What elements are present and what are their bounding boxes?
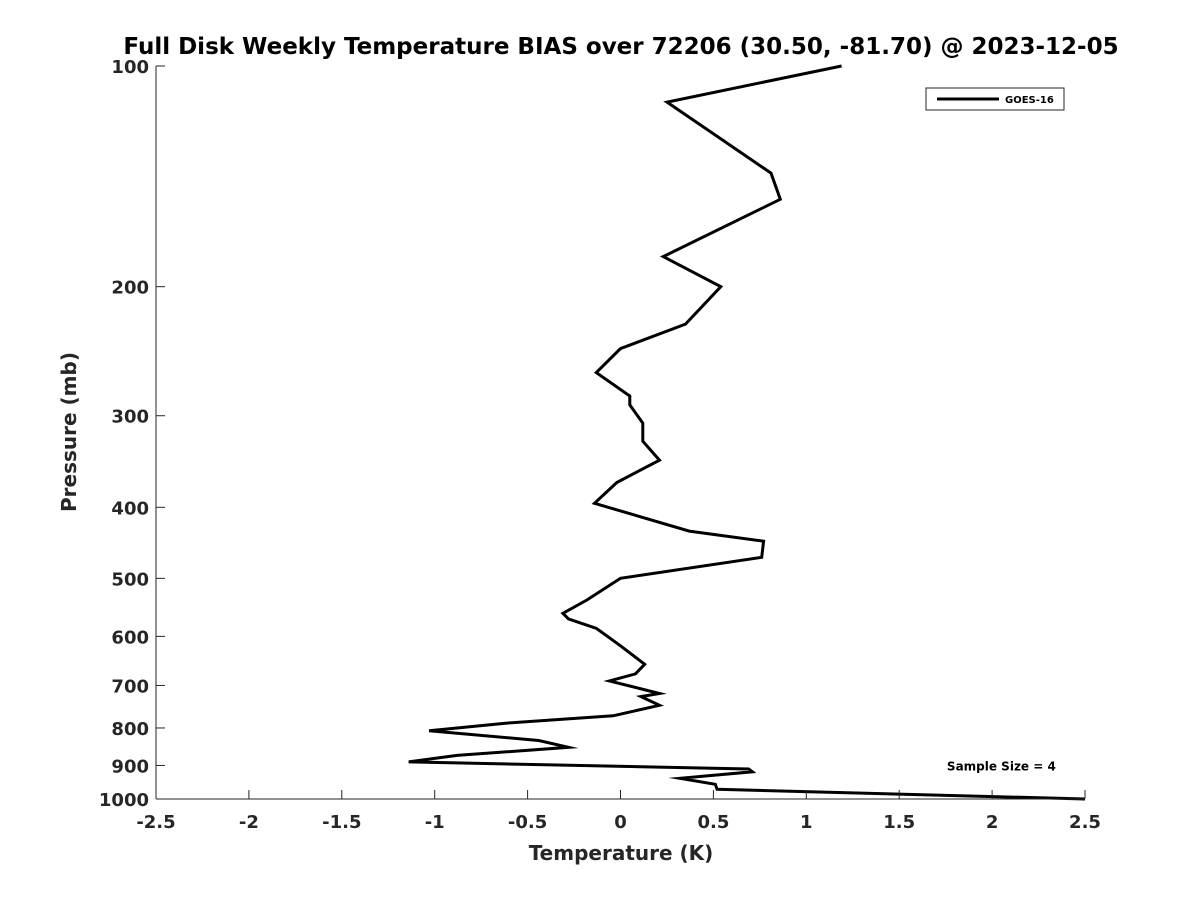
- sample-size-annotation: Sample Size = 4: [947, 759, 1056, 773]
- y-tick-label: 500: [111, 569, 149, 590]
- x-tick-label: 0: [614, 812, 627, 833]
- axes-background: [156, 66, 1085, 799]
- y-tick-label: 100: [111, 57, 149, 78]
- legend: GOES-16: [925, 87, 1065, 111]
- x-axis-label: Temperature (K): [529, 841, 714, 865]
- chart-title: Full Disk Weekly Temperature BIAS over 7…: [123, 34, 1118, 60]
- x-tick-label: -0.5: [508, 812, 547, 833]
- y-tick-label: 700: [111, 676, 149, 697]
- x-axis-ticks: -2.5 -2 -1.5 -1 -0.5 0 0.5 1 1.5 2 2.5: [136, 790, 1101, 833]
- x-tick-label: -2: [239, 812, 259, 833]
- x-tick-label: 2.5: [1069, 812, 1101, 833]
- x-tick-label: -2.5: [136, 812, 175, 833]
- legend-label-goes-16: GOES-16: [1005, 95, 1054, 106]
- series-line-goes-16: [408, 64, 1086, 801]
- y-tick-label: 1000: [99, 790, 149, 811]
- y-tick-label: 300: [111, 407, 149, 428]
- plot-area: -2.5 -2 -1.5 -1 -0.5 0 0.5 1 1.5 2 2.5 100 200 300 40…: [99, 57, 1101, 833]
- x-tick-label: -1.5: [322, 812, 361, 833]
- y-tick-label: 600: [111, 627, 149, 648]
- y-tick-label: 800: [111, 719, 149, 740]
- y-axis-ticks: 100 200 300 400 500 600 700 800 900 1000: [99, 57, 165, 811]
- series-layer: [408, 64, 1086, 801]
- y-tick-label: 200: [111, 278, 149, 299]
- x-tick-label: 0.5: [697, 812, 729, 833]
- x-tick-label: 1: [800, 812, 813, 833]
- x-tick-label: 1.5: [883, 812, 915, 833]
- x-tick-label: -1: [425, 812, 445, 833]
- annotations: Sample Size = 4: [947, 759, 1056, 773]
- y-tick-label: 400: [111, 498, 149, 519]
- x-tick-label: 2: [986, 812, 999, 833]
- y-axis-label: Pressure (mb): [57, 352, 81, 512]
- y-tick-label: 900: [111, 756, 149, 777]
